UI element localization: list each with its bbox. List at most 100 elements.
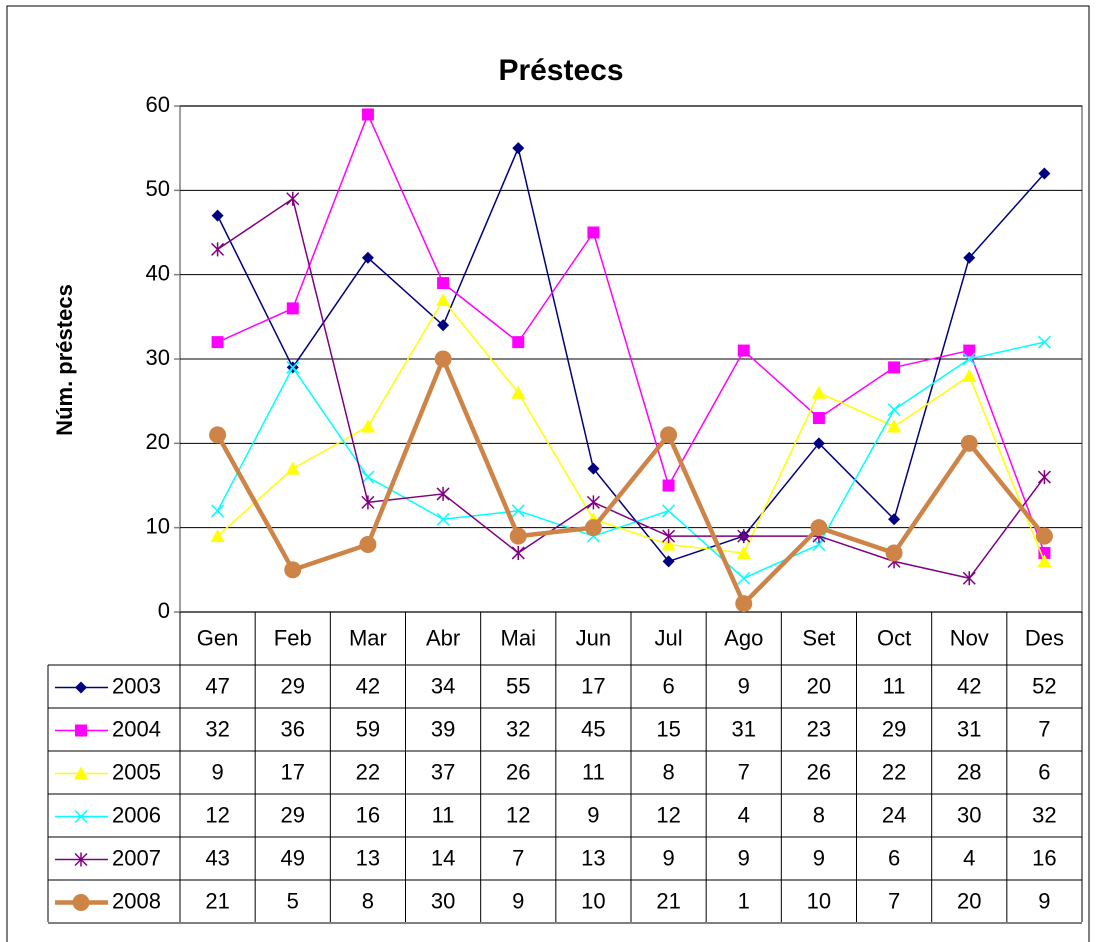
legend-label: 2003 [112, 673, 161, 698]
data-point [511, 385, 526, 399]
data-point [361, 495, 375, 510]
table-value: 20 [807, 673, 831, 698]
data-point [587, 462, 600, 475]
data-point [963, 251, 976, 264]
data-point [512, 142, 525, 155]
table-value: 59 [356, 716, 380, 741]
data-point [737, 529, 751, 544]
data-point [810, 519, 828, 537]
table-value: 21 [656, 888, 680, 913]
legend-label: 2008 [112, 888, 161, 913]
table-value: 8 [362, 888, 374, 913]
series-line [215, 356, 1047, 606]
data-point [662, 479, 675, 492]
table-value: 11 [883, 673, 906, 698]
table-value: 8 [813, 802, 825, 827]
data-point [737, 571, 751, 585]
data-point [509, 527, 527, 545]
table-value: 32 [1032, 802, 1056, 827]
data-point [962, 352, 976, 366]
series-line [216, 341, 1045, 580]
y-tick-label: 50 [146, 176, 170, 201]
table-value: 7 [1038, 716, 1050, 741]
x-tick-label: Ago [724, 625, 763, 650]
data-point [660, 426, 678, 444]
table-value: 32 [205, 716, 229, 741]
data-point [888, 513, 901, 526]
table-value: 23 [807, 716, 831, 741]
data-point [736, 545, 751, 559]
table-value: 22 [882, 759, 906, 784]
legend-marker [72, 894, 90, 911]
series-line [216, 147, 1045, 563]
x-tick-label: Set [802, 625, 835, 650]
data-point [209, 426, 227, 444]
data-point [211, 336, 224, 349]
table-value: 9 [211, 759, 223, 784]
table-value: 14 [431, 845, 455, 870]
x-tick-label: Oct [877, 625, 911, 650]
table-value: 16 [1032, 845, 1056, 870]
table-value: 9 [662, 845, 674, 870]
data-point [1035, 527, 1053, 545]
legend-marker [74, 766, 88, 780]
table-value: 39 [431, 716, 455, 741]
data-point [361, 108, 374, 121]
data-point [437, 319, 450, 332]
table-value: 15 [656, 716, 680, 741]
y-tick-label: 60 [146, 92, 170, 117]
table-value: 4 [738, 802, 750, 827]
table-value: 1 [738, 888, 750, 913]
x-tick-label: Nov [950, 625, 989, 650]
legend-marker [75, 681, 87, 694]
data-point [434, 350, 452, 368]
table-value: 52 [1032, 673, 1056, 698]
series-line [217, 299, 1046, 562]
data-point [511, 504, 525, 518]
data-point [1038, 167, 1051, 180]
table-value: 34 [431, 673, 455, 698]
data-point [888, 361, 901, 374]
table-value: 12 [656, 802, 680, 827]
table-value: 12 [205, 802, 229, 827]
table-value: 32 [506, 716, 530, 741]
table-value: 42 [957, 673, 981, 698]
data-point [811, 385, 826, 399]
data-point [285, 461, 300, 475]
table-value: 29 [281, 673, 305, 698]
table-value: 7 [888, 888, 900, 913]
table-value: 6 [888, 845, 900, 870]
table-value: 9 [512, 888, 524, 913]
table-value: 30 [431, 888, 455, 913]
data-point [586, 495, 600, 510]
table-value: 37 [431, 759, 455, 784]
data-point [587, 226, 600, 239]
table-value: 10 [581, 888, 605, 913]
data-point [436, 292, 451, 306]
table-value: 31 [957, 716, 981, 741]
y-tick-label: 30 [146, 345, 170, 370]
x-tick-label: Jun [576, 625, 611, 650]
table-value: 26 [506, 759, 530, 784]
data-point [436, 486, 450, 501]
data-point [661, 537, 676, 551]
table-value: 9 [738, 845, 750, 870]
table-value: 22 [356, 759, 380, 784]
x-tick-label: Des [1025, 625, 1064, 650]
data-point [286, 191, 300, 206]
table-value: 42 [356, 673, 380, 698]
x-tick-label: Gen [197, 625, 239, 650]
x-tick-label: Mai [501, 625, 536, 650]
table-value: 21 [205, 888, 229, 913]
data-point [812, 437, 825, 450]
data-point [1037, 554, 1052, 568]
legend-marker [74, 852, 88, 867]
table-value: 9 [813, 845, 825, 870]
table-value: 45 [581, 716, 605, 741]
table-value: 49 [281, 845, 305, 870]
table-value: 11 [582, 759, 605, 784]
y-tick-label: 10 [146, 513, 170, 538]
table-value: 7 [738, 759, 750, 784]
table-value: 11 [432, 802, 455, 827]
x-tick-label: Feb [274, 625, 312, 650]
